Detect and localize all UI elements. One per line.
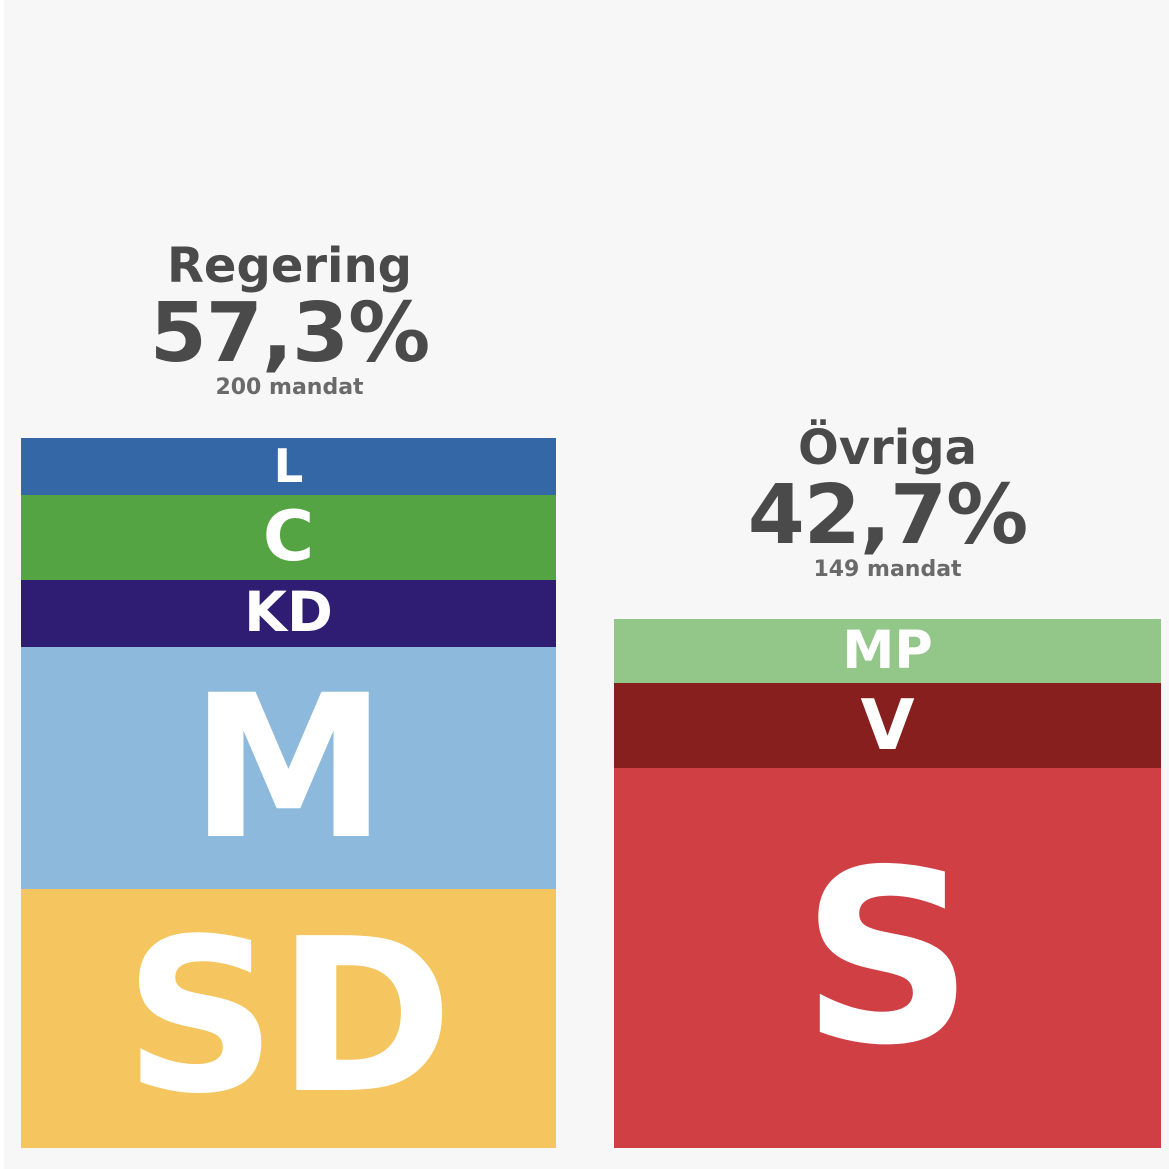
group-header-ovriga: Övriga 42,7% 149 mandat — [614, 422, 1161, 582]
stacked-bar-regering: SD M KD C L — [21, 438, 556, 1148]
bar-segment-v: V — [614, 682, 1161, 769]
bar-segment-mp: MP — [614, 619, 1161, 683]
group-name: Övriga — [798, 420, 977, 476]
bar-segment-l: L — [21, 438, 556, 495]
bar-segment-s: S — [614, 768, 1161, 1148]
group-percent: 42,7% — [747, 468, 1028, 563]
bar-segment-c: C — [21, 494, 556, 580]
group-header-regering: Regering 57,3% 200 mandat — [22, 240, 557, 400]
stacked-bar-ovriga: S V MP — [614, 619, 1161, 1148]
group-seats: 149 mandat — [813, 557, 962, 582]
bar-segment-kd: KD — [21, 580, 556, 648]
group-seats: 200 mandat — [215, 375, 364, 400]
bar-segment-sd: SD — [21, 888, 556, 1148]
group-percent: 57,3% — [149, 286, 430, 381]
group-name: Regering — [166, 238, 413, 294]
chart-canvas: Regering 57,3% 200 mandat Övriga 42,7% 1… — [4, 0, 1169, 1169]
bar-segment-m: M — [21, 647, 556, 889]
